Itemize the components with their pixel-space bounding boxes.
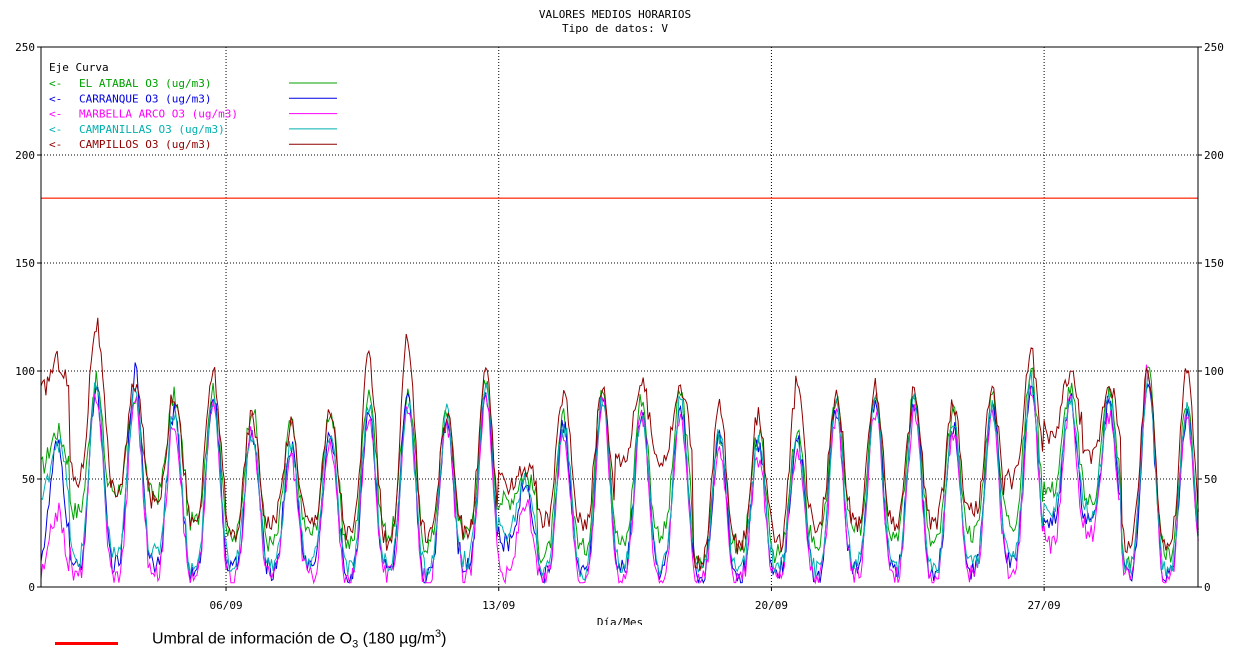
y-tick-label-right: 0: [1204, 581, 1211, 594]
series-line: [40, 317, 1199, 571]
legend-label: CAMPANILLAS O3 (ug/m3): [79, 123, 225, 136]
chart-title: VALORES MEDIOS HORARIOS: [539, 8, 691, 21]
plot-frame: [40, 46, 1199, 588]
threshold-text-middle: (180 µg/m: [358, 630, 436, 648]
subtitle-value: V: [661, 22, 668, 35]
y-tick-label-left: 100: [15, 365, 35, 378]
y-tick-label-right: 50: [1204, 473, 1217, 486]
series-line: [40, 371, 1199, 581]
subtitle-label: Tipo de datos:: [562, 22, 655, 35]
x-tick-label: 20/09: [755, 599, 788, 612]
threshold-text-after: ): [441, 630, 447, 648]
y-tick-label-left: 200: [15, 149, 35, 162]
chart-canvas: VALORES MEDIOS HORARIOS Tipo de datos: V…: [15, 8, 1224, 625]
grid: [41, 47, 1198, 587]
legend-entry: <- CAMPILLOS O3 (ug/m3): [49, 138, 337, 151]
legend-label: CAMPILLOS O3 (ug/m3): [79, 138, 211, 151]
series-line: [40, 362, 1199, 585]
legend-entry: <- EL ATABAL O3 (ug/m3): [49, 77, 337, 90]
legend-label: CARRANQUE O3 (ug/m3): [79, 92, 211, 105]
threshold-note-text: Umbral de información de O3 (180 µg/m3): [152, 628, 446, 651]
y-tick-label-right: 200: [1204, 149, 1224, 162]
series-line: [40, 366, 1199, 573]
y-tick-label-left: 250: [15, 41, 35, 54]
threshold-text-before: Umbral de información de O: [152, 630, 353, 648]
legend-arrow: <-: [49, 92, 62, 105]
y-ticks-left: 0 50 100 150 200 250: [15, 41, 41, 594]
legend-arrow: <-: [49, 108, 62, 121]
y-tick-label-right: 150: [1204, 257, 1224, 270]
x-tick-label: 13/09: [482, 599, 515, 612]
threshold-text-sub: 3: [352, 638, 359, 651]
y-tick-label-left: 50: [22, 473, 35, 486]
y-ticks-right: 0 50 100 150 200 250: [1198, 41, 1224, 594]
series-layer: [40, 317, 1199, 585]
threshold-swatch: [55, 641, 118, 645]
legend-entries: <- EL ATABAL O3 (ug/m3) <- CARRANQUE O3 (ug…: [49, 77, 337, 151]
legend-label: MARBELLA ARCO O3 (ug/m3): [79, 108, 238, 121]
legend-header-eje: Eje: [49, 61, 69, 74]
series-line: [40, 364, 1199, 585]
y-tick-label-right: 250: [1204, 41, 1224, 54]
x-tick-label: 27/09: [1028, 599, 1061, 612]
legend-header-curva: Curva: [76, 61, 109, 74]
threshold-text-sup: 3: [435, 628, 442, 640]
legend-arrow: <-: [49, 138, 62, 151]
x-axis-label: Día/Mes: [597, 616, 643, 625]
x-tick-label: 06/09: [209, 599, 242, 612]
legend-entry: <- CARRANQUE O3 (ug/m3): [49, 92, 337, 105]
legend-header: Eje Curva: [49, 61, 109, 74]
y-tick-label-left: 0: [28, 581, 35, 594]
y-tick-label-right: 100: [1204, 365, 1224, 378]
legend-label: EL ATABAL O3 (ug/m3): [79, 77, 211, 90]
x-ticks: 06/09 13/09 20/09 27/09: [209, 587, 1061, 612]
legend-arrow: <-: [49, 123, 62, 136]
threshold-note: Umbral de información de O3 (180 µg/m3): [55, 628, 446, 651]
legend-entry: <- MARBELLA ARCO O3 (ug/m3): [49, 108, 337, 121]
legend-entry: <- CAMPANILLAS O3 (ug/m3): [49, 123, 337, 136]
legend: Eje Curva <- EL ATABAL O3 (ug/m3) <- CARRAN…: [49, 61, 337, 151]
y-tick-label-left: 150: [15, 257, 35, 270]
legend-arrow: <-: [49, 77, 62, 90]
chart-subtitle: Tipo de datos: V: [562, 22, 668, 35]
